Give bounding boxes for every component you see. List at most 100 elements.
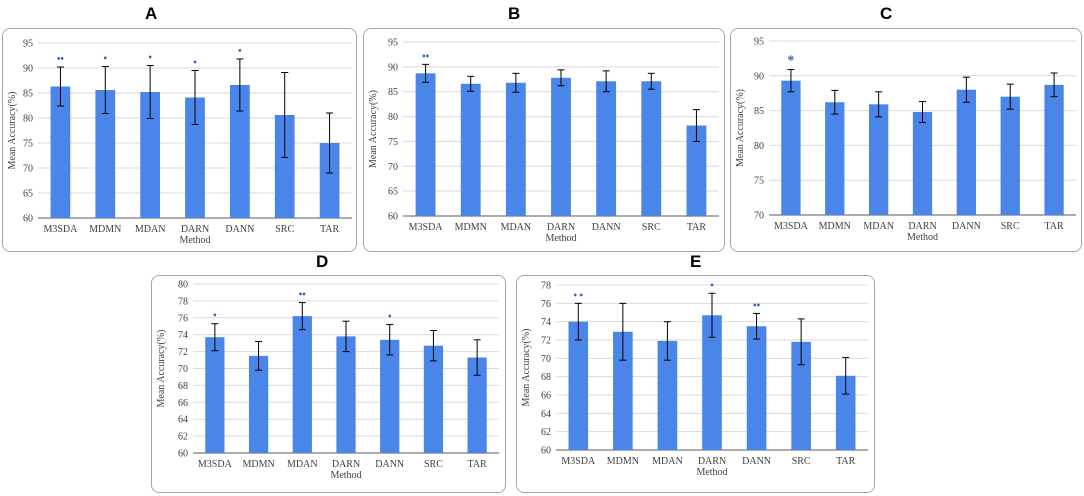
bar-tar [686,125,707,216]
y-tick-label: 68 [178,381,188,392]
y-axis-title: Mean Accuracy(%) [521,328,532,406]
y-tick-label: 65 [23,189,33,200]
bar-tar [319,143,340,218]
x-tick-label: SRC [642,222,661,233]
x-tick-label: M3SDA [43,224,78,235]
panel-label-a: A [145,4,158,23]
significance-marker: • [388,312,392,323]
y-tick-label: 66 [178,398,188,409]
y-tick-label: 60 [178,449,188,460]
chart-c: 70 75 80 85 90 95 * M3SDA MDMN MDAN DARN DANN SRC TAR… [735,37,1076,243]
significance-marker: •• [422,51,430,62]
y-tick-label: 80 [23,114,33,125]
x-tick-label: TAR [468,459,488,470]
bar-mdmn [460,83,481,216]
bar-src [423,345,444,453]
x-tick-label: TAR [320,224,340,235]
y-tick-label: 85 [754,106,764,117]
x-tick-label: TAR [1044,221,1064,232]
x-tick-label: MDMN [607,456,639,467]
panel-label-d: D [316,252,329,271]
x-tick-label: M3SDA [198,459,233,470]
y-tick-label: 80 [178,280,188,291]
chart-a: 60 65 70 75 80 85 90 95 •• M3SDA • MDMN • MDAN • DARN • D… [7,39,352,246]
y-tick-label: 70 [754,211,764,222]
y-tick-label: 76 [541,299,551,310]
bar-mdan [868,104,889,215]
x-tick-label: TAR [687,222,707,233]
x-tick-label: MDMN [242,459,274,470]
significance-marker: • [238,46,242,57]
bar-darn [912,111,933,215]
y-tick-label: 74 [178,330,188,341]
bar-mdmn [825,102,845,215]
y-axis-title: Mean Accuracy(%) [368,90,379,168]
bar-tar [467,357,487,453]
x-axis-title: Method [330,470,361,481]
y-tick-label: 62 [541,427,551,438]
y-tick-label: 65 [388,187,398,198]
x-tick-label: DARN [332,459,360,470]
bar-m3sda [568,321,589,450]
y-tick-label: 60 [388,212,398,223]
significance-marker: * [787,54,794,69]
bar-darn [185,97,205,218]
x-tick-label: MDMN [89,224,121,235]
x-tick-label: MDAN [863,221,894,232]
x-tick-label: DANN [592,222,621,233]
significance-marker: • [213,311,217,322]
y-tick-label: 90 [388,62,398,73]
y-tick-label: 64 [541,409,551,420]
significance-marker: • • [574,290,584,301]
y-tick-label: 64 [178,415,188,426]
significance-marker: •• [753,300,761,311]
x-tick-label: MDAN [652,456,683,467]
x-axis-title: Method [545,233,576,244]
y-tick-label: 62 [178,432,188,443]
y-tick-label: 75 [754,176,764,187]
bar-tar [835,375,856,450]
y-tick-label: 66 [541,391,551,402]
y-tick-label: 78 [178,296,188,307]
bar-m3sda [205,337,225,453]
bar-src [274,115,295,218]
y-axis-title: Mean Accuracy(%) [156,329,167,407]
bar-dann [746,326,767,450]
significance-marker: •• [299,290,307,301]
x-axis-title: Method [907,232,938,243]
bar-src [791,341,811,450]
bar-dann [380,339,400,453]
x-tick-label: SRC [1001,221,1020,232]
x-tick-label: MDMN [819,221,851,232]
x-tick-label: M3SDA [561,456,596,467]
significance-marker: • [193,58,197,69]
y-tick-label: 74 [541,317,551,328]
x-axis-title: Method [179,235,210,246]
bar-mdmn [248,355,269,453]
y-tick-label: 95 [754,37,764,48]
y-tick-label: 70 [388,162,398,173]
y-tick-label: 60 [23,214,33,225]
bar-m3sda [415,73,436,216]
chart-b: 60 65 70 75 80 85 90 95 •• M3SDA MDMN MDAN DARN DANN S… [368,38,719,244]
x-tick-label: MDAN [135,224,166,235]
y-tick-label: 76 [178,313,188,324]
chart-d: 60 62 64 66 68 70 72 74 76 78 80 • M3SDA MDMN •• MDAN DA… [156,280,499,481]
y-tick-label: 80 [388,112,398,123]
panel-label-b: B [508,4,521,23]
bar-mdan [292,316,312,453]
x-tick-label: MDMN [455,222,487,233]
x-tick-label: M3SDA [774,221,809,232]
bar-tar [1044,84,1064,216]
x-tick-label: DANN [225,224,254,235]
bar-m3sda [50,86,71,218]
bar-darn [702,315,722,450]
bar-darn [551,77,571,216]
significance-marker: • [104,54,108,65]
panel-label-e: E [690,252,702,271]
y-tick-label: 68 [541,372,551,383]
x-tick-label: DARN [908,221,936,232]
significance-marker: •• [57,54,65,65]
x-tick-label: DANN [742,456,771,467]
y-tick-label: 70 [178,364,188,375]
